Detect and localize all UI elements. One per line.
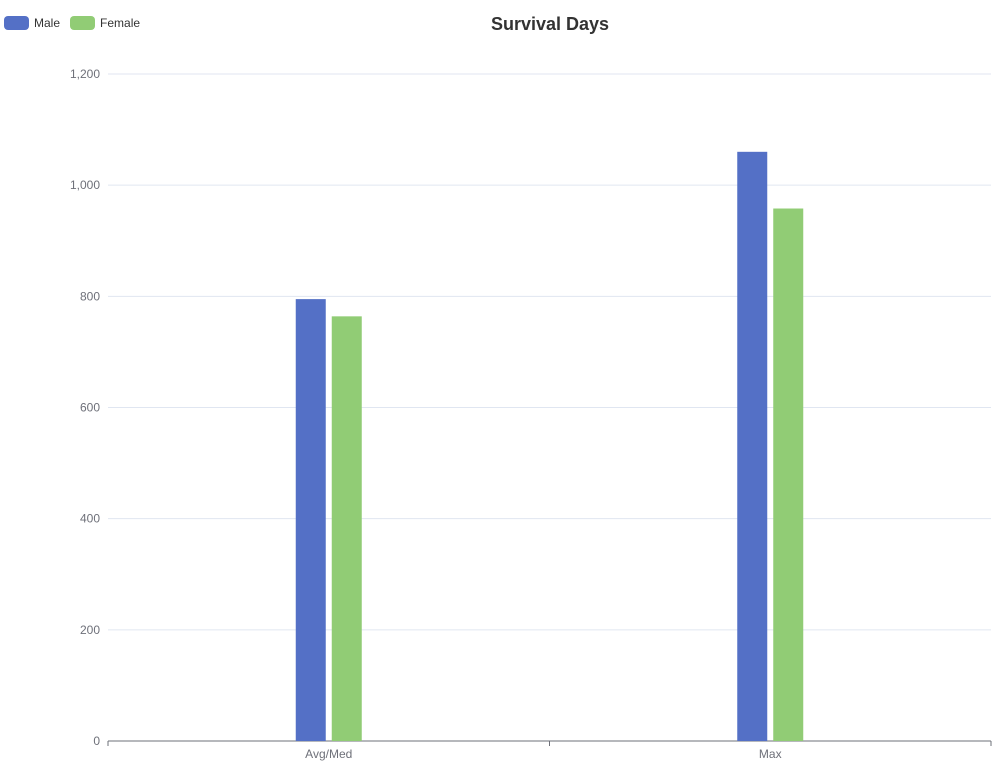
legend: Male Female: [4, 16, 150, 30]
legend-label-male: Male: [34, 16, 61, 30]
bar-female-2: [773, 208, 804, 742]
bar-female-1: [331, 316, 362, 741]
y-tick-label: 0: [93, 734, 100, 748]
y-tick-label: 800: [80, 289, 100, 303]
y-tick-label: 1,200: [70, 67, 100, 81]
y-tick-label: 1,000: [70, 178, 100, 192]
bar-male-2: [737, 151, 768, 742]
legend-swatch-female: [70, 16, 96, 30]
legend-item-male[interactable]: Male: [4, 16, 60, 30]
y-tick-label: 200: [80, 623, 100, 637]
chart-title: Survival Days: [490, 14, 610, 34]
legend-swatch-male: [4, 16, 29, 30]
y-tick-label: 600: [80, 401, 100, 415]
legend-label-female: Female: [100, 16, 141, 30]
x-tick-label: Max: [759, 747, 782, 761]
y-tick-label: 400: [80, 512, 100, 526]
x-tick-label: Avg/Med: [305, 747, 352, 761]
legend-item-female[interactable]: Female: [70, 16, 140, 30]
bar-male-1: [295, 299, 326, 741]
